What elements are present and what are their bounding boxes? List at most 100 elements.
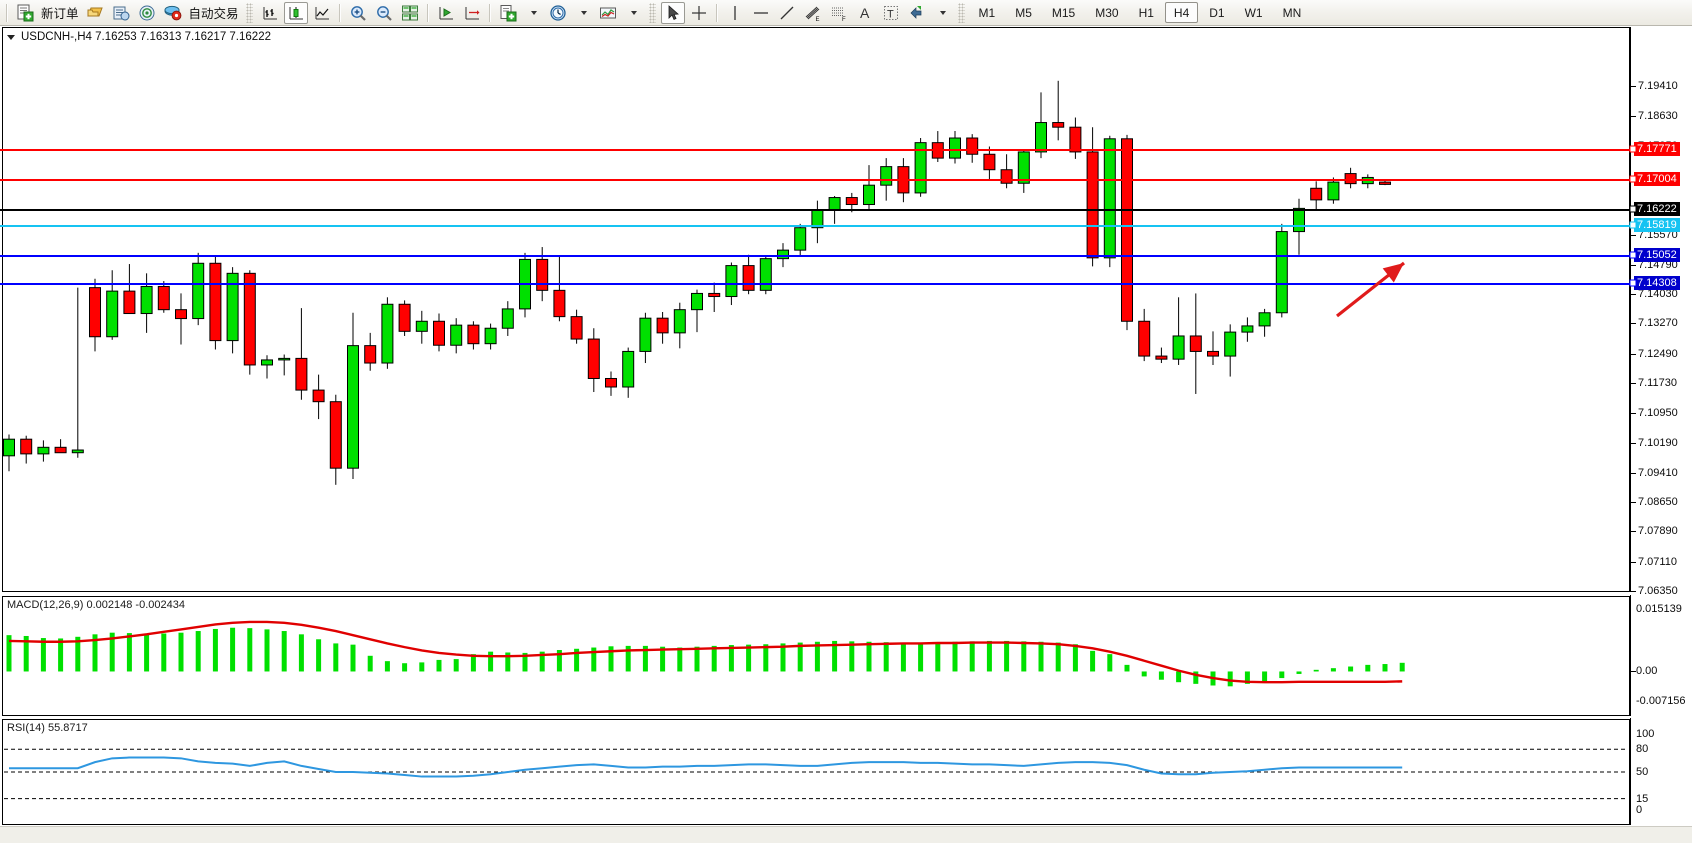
- auto-scroll-button[interactable]: [460, 2, 484, 24]
- collapse-triangle-icon[interactable]: [7, 34, 15, 40]
- macd-histogram-bar: [178, 632, 184, 672]
- macd-histogram-bar: [1382, 664, 1388, 672]
- candle: [622, 347, 635, 398]
- auto-trading-button[interactable]: [161, 2, 185, 24]
- level-handle-resistance-2[interactable]: [1629, 175, 1637, 183]
- price-tag-resistance-1[interactable]: 7.17771: [1634, 142, 1680, 157]
- timeframe-button-m15[interactable]: M15: [1051, 5, 1076, 20]
- level-line-support-1[interactable]: [0, 254, 1630, 257]
- timeframe-button-h4[interactable]: H4: [1164, 2, 1199, 23]
- arrows-button[interactable]: [905, 2, 929, 24]
- trendline-button[interactable]: [775, 2, 799, 24]
- level-line-resistance-2[interactable]: [0, 179, 1630, 182]
- new-order-button[interactable]: [13, 2, 37, 24]
- vertical-line-button[interactable]: [723, 2, 747, 24]
- chevron-down-icon: [631, 10, 638, 15]
- candle: [347, 312, 359, 480]
- price-tick-label: 7.07110: [1638, 555, 1677, 568]
- macd-histogram-bar: [453, 659, 459, 672]
- zoom-out-button[interactable]: [372, 2, 396, 24]
- macd-histogram-bar: [608, 646, 614, 672]
- macd-histogram-bar: [1124, 664, 1130, 672]
- period-button[interactable]: [546, 2, 570, 24]
- arrows-dropdown[interactable]: [931, 2, 953, 24]
- timeframe-button-m1[interactable]: M1: [978, 5, 996, 20]
- macd-histogram-bar: [92, 634, 98, 672]
- tile-windows-button[interactable]: [398, 2, 422, 24]
- level-line-resistance-1[interactable]: [0, 149, 1630, 152]
- timeframe-button-mn[interactable]: MN: [1282, 5, 1302, 20]
- candle: [1310, 181, 1323, 210]
- macd-histogram-bar: [660, 646, 666, 672]
- text-button[interactable]: A: [853, 2, 877, 24]
- price-tag-cyan-level[interactable]: 7.15819: [1634, 217, 1680, 232]
- level-line-cyan-level[interactable]: [0, 224, 1630, 227]
- fibonacci-button[interactable]: F: [827, 2, 851, 24]
- level-handle-resistance-1[interactable]: [1629, 145, 1637, 153]
- macd-pane[interactable]: MACD(12,26,9) 0.002148 -0.002434: [2, 596, 1630, 716]
- navigator-button[interactable]: [135, 2, 159, 24]
- zoom-in-button[interactable]: [346, 2, 370, 24]
- candle: [1207, 331, 1219, 365]
- price-tag-bid-price[interactable]: 7.16222: [1634, 202, 1680, 217]
- level-handle-support-1[interactable]: [1629, 251, 1637, 259]
- price-tick: [1631, 353, 1636, 355]
- toolbar-grip[interactable]: [245, 2, 253, 23]
- add-template-button[interactable]: [496, 2, 520, 24]
- price-tick: [1631, 442, 1636, 444]
- timeframe-button-m30[interactable]: M30: [1095, 5, 1119, 20]
- candle: [587, 328, 600, 393]
- crosshair-button[interactable]: [687, 2, 711, 24]
- candle: [1361, 174, 1374, 189]
- toolbar-grip[interactable]: [957, 2, 965, 23]
- timeframe-button-d1[interactable]: D1: [1209, 5, 1225, 20]
- timeframe-button-w1[interactable]: W1: [1244, 5, 1263, 20]
- macd-histogram-bar: [1193, 671, 1199, 684]
- macd-histogram-bar: [746, 644, 752, 672]
- price-tag-support-2[interactable]: 7.14308: [1634, 276, 1680, 291]
- price-tick: [1631, 116, 1636, 118]
- macd-histogram-bar: [986, 640, 992, 672]
- equidistant-channel-button[interactable]: E: [801, 2, 825, 24]
- chart-area[interactable]: USDCNH-,H4 7.16253 7.16313 7.16217 7.162…: [0, 26, 1692, 843]
- macd-histogram-bar: [711, 645, 717, 672]
- level-handle-cyan-level[interactable]: [1629, 221, 1637, 229]
- macd-histogram-bar: [419, 662, 425, 672]
- price-pane[interactable]: USDCNH-,H4 7.16253 7.16313 7.16217 7.162…: [2, 27, 1630, 592]
- open-data-folder-button[interactable]: [83, 2, 107, 24]
- toolbar-separator: [488, 3, 491, 22]
- price-tag-resistance-2[interactable]: 7.17004: [1634, 172, 1680, 187]
- price-tick: [1631, 591, 1636, 592]
- market-watch-button[interactable]: [109, 2, 133, 24]
- timeframe-button-m5[interactable]: M5: [1015, 5, 1032, 20]
- macd-histogram-bar: [1004, 640, 1010, 672]
- chart-shift-button[interactable]: [434, 2, 458, 24]
- add-template-dropdown[interactable]: [522, 2, 544, 24]
- period-dropdown[interactable]: [572, 2, 594, 24]
- macd-histogram-bar: [436, 659, 442, 672]
- macd-histogram-bar: [126, 633, 132, 672]
- horizontal-line-button[interactable]: [749, 2, 773, 24]
- level-handle-bid-price[interactable]: [1629, 205, 1637, 213]
- macd-histogram-bar: [918, 642, 924, 672]
- candle: [54, 439, 67, 454]
- bar-chart-button[interactable]: [258, 2, 282, 24]
- candle: [708, 282, 721, 312]
- indicators-dropdown[interactable]: [622, 2, 644, 24]
- line-chart-button[interactable]: [310, 2, 334, 24]
- indicators-button[interactable]: [596, 2, 620, 24]
- text-label-button[interactable]: T: [879, 2, 903, 24]
- macd-histogram-bar: [1296, 671, 1302, 674]
- timeframe-button-h1[interactable]: H1: [1138, 5, 1154, 20]
- price-tag-support-1[interactable]: 7.15052: [1634, 247, 1680, 262]
- cursor-button[interactable]: [660, 1, 685, 24]
- level-line-support-2[interactable]: [0, 283, 1630, 286]
- macd-histogram-bar: [195, 631, 201, 672]
- symbol-quote-text: USDCNH-,H4 7.16253 7.16313 7.16217 7.162…: [21, 31, 271, 43]
- candlestick-chart-button[interactable]: [283, 1, 308, 24]
- toolbar-grip[interactable]: [648, 2, 656, 23]
- level-line-bid-price[interactable]: [0, 209, 1630, 212]
- auto-trading-label: 自动交易: [188, 7, 239, 21]
- rsi-pane[interactable]: RSI(14) 55.8717: [2, 719, 1630, 825]
- level-handle-support-2[interactable]: [1629, 279, 1637, 287]
